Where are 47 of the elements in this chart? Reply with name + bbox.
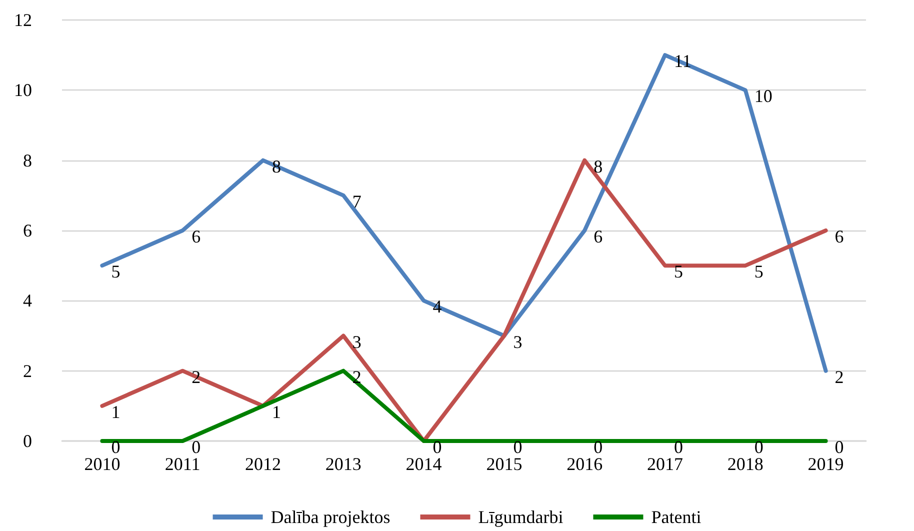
data-label: 0 <box>513 437 522 457</box>
data-label: 8 <box>594 156 603 176</box>
y-tick-label: 6 <box>23 220 32 240</box>
x-tick-label: 2018 <box>727 454 764 474</box>
legend-label: Līgumdarbi <box>478 507 564 527</box>
data-label: 0 <box>754 437 764 457</box>
legend-label: Dalība projektos <box>270 507 390 527</box>
y-tick-label: 2 <box>23 360 32 381</box>
x-tick-label: 2017 <box>647 454 683 474</box>
data-label: 0 <box>594 437 603 457</box>
x-tick-label: 2013 <box>325 454 362 474</box>
y-tick-label: 0 <box>23 431 32 451</box>
data-label: 8 <box>272 156 281 176</box>
data-label: 5 <box>754 262 764 282</box>
data-label: 0 <box>834 437 844 457</box>
x-tick-label: 2011 <box>164 454 200 474</box>
data-label: 4 <box>432 296 442 317</box>
data-label: 2 <box>834 366 844 387</box>
data-label: 6 <box>834 226 844 246</box>
data-label: 0 <box>192 437 201 457</box>
data-label: 2 <box>192 366 201 387</box>
data-label: 7 <box>352 191 362 212</box>
data-label: 5 <box>111 262 120 282</box>
data-label: 6 <box>594 226 603 246</box>
y-tick-label: 4 <box>23 290 32 311</box>
x-tick-label: 2015 <box>486 454 522 474</box>
data-label: 1 <box>111 402 120 422</box>
data-label: 6 <box>192 226 201 246</box>
data-label: 1 <box>272 402 281 422</box>
y-tick-label: 12 <box>14 10 32 30</box>
data-label: 10 <box>754 86 772 106</box>
x-tick-label: 2019 <box>808 454 844 474</box>
y-tick-label: 8 <box>23 150 32 170</box>
x-tick-label: 2012 <box>245 454 281 474</box>
x-tick-label: 2014 <box>406 454 442 474</box>
line-series <box>100 53 828 373</box>
data-label: 3 <box>352 332 362 352</box>
legend-label: Patenti <box>651 507 702 527</box>
data-label: 0 <box>111 437 120 457</box>
data-label: 5 <box>674 262 683 282</box>
x-tick-label: 2016 <box>566 454 603 474</box>
y-tick-label: 10 <box>14 80 32 100</box>
x-tick-label: 2010 <box>84 454 120 474</box>
line-series <box>100 158 828 443</box>
data-label: 0 <box>674 437 683 457</box>
data-label: 3 <box>513 332 522 352</box>
data-label: 0 <box>432 437 442 457</box>
